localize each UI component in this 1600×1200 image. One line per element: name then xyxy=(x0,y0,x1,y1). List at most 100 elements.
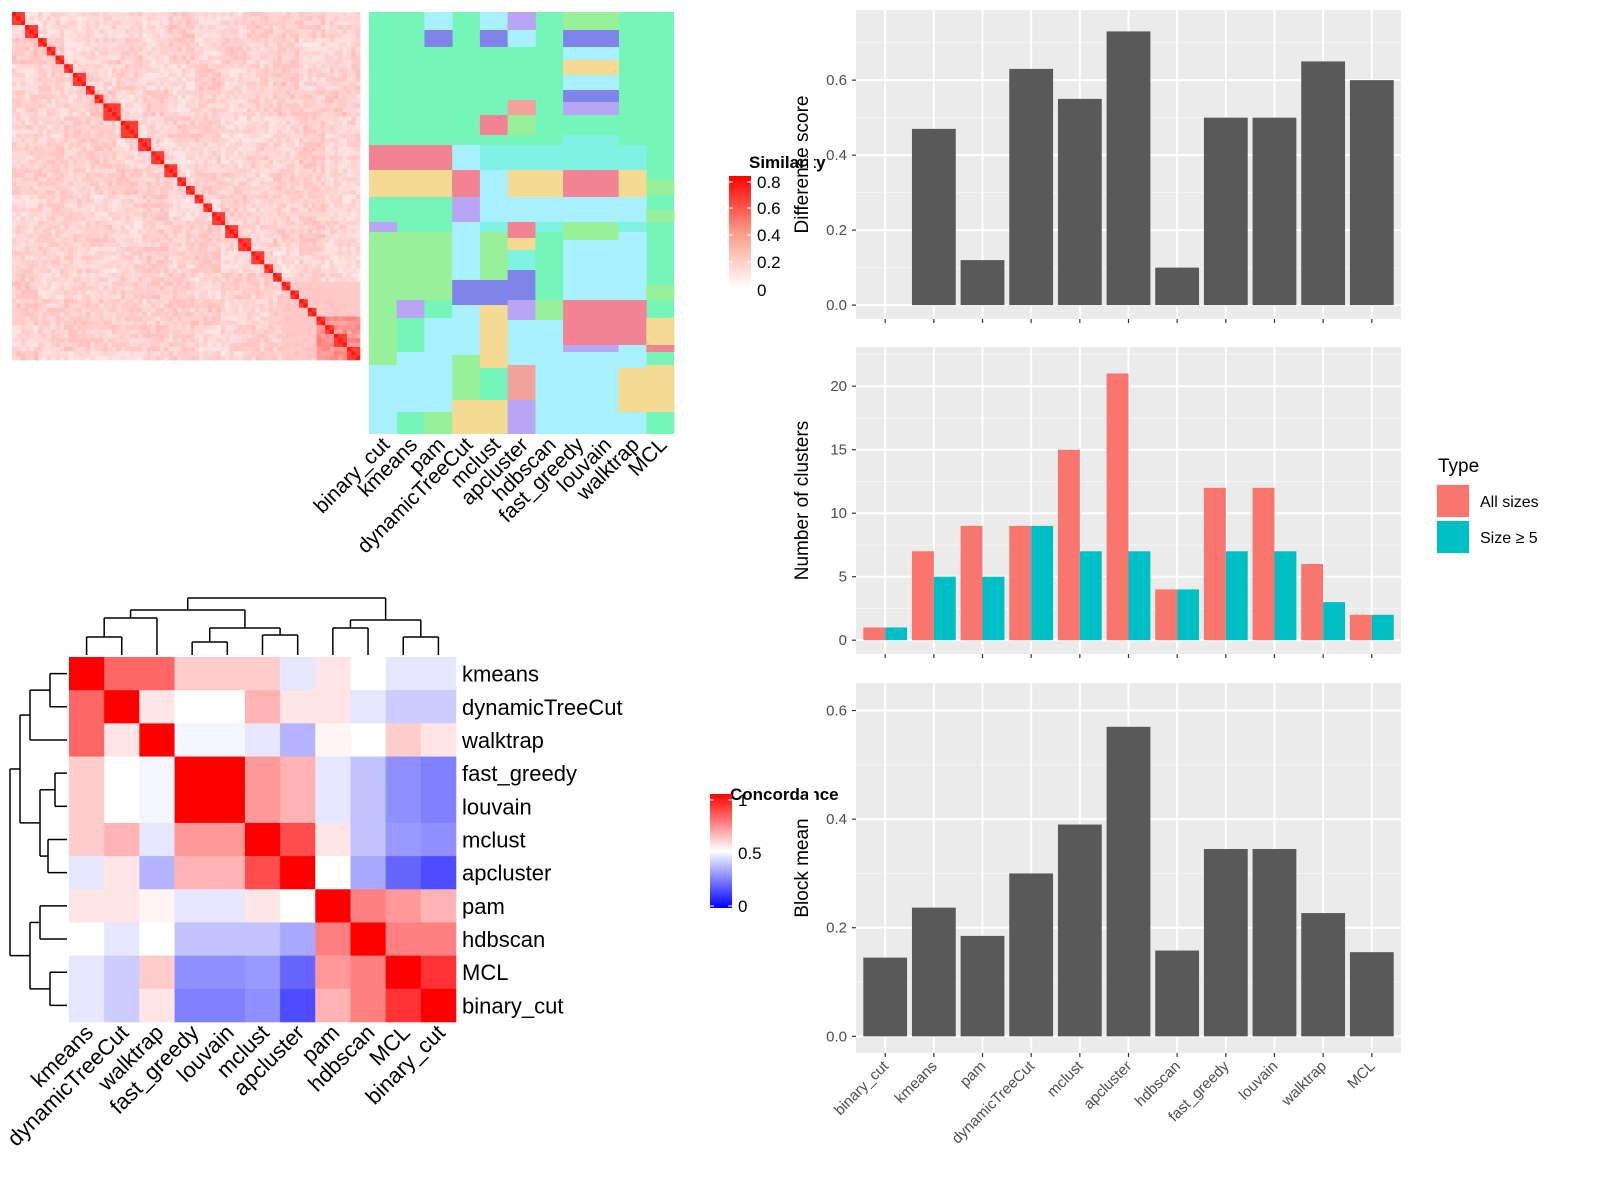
similarity-cell xyxy=(355,77,361,82)
similarity-cell xyxy=(312,194,317,200)
similarity-cell xyxy=(12,225,17,230)
similarity-cell xyxy=(164,103,169,108)
similarity-cell xyxy=(103,99,108,104)
similarity-cell xyxy=(320,186,326,191)
similarity-cell xyxy=(233,90,239,95)
similarity-cell xyxy=(299,68,304,74)
similarity-cell xyxy=(155,159,161,165)
similarity-cell xyxy=(212,55,217,61)
similarity-cell xyxy=(190,51,195,56)
similarity-cell xyxy=(103,159,108,165)
similarity-cell xyxy=(29,255,35,261)
similarity-cell xyxy=(216,107,222,113)
similarity-cell xyxy=(325,251,330,256)
similarity-cell xyxy=(51,194,56,200)
similarity-cell xyxy=(320,146,326,152)
similarity-cell xyxy=(268,199,274,204)
similarity-cell xyxy=(333,233,339,239)
similarity-cell xyxy=(159,259,165,265)
similarity-cell xyxy=(107,125,113,130)
similarity-cell xyxy=(116,142,122,148)
similarity-cell xyxy=(146,151,152,156)
similarity-cell xyxy=(320,246,326,252)
similarity-cell xyxy=(303,68,309,74)
similarity-cell xyxy=(303,72,309,78)
similarity-cell xyxy=(246,151,252,156)
similarity-cell xyxy=(233,77,239,82)
similarity-cell xyxy=(290,220,296,226)
similarity-cell xyxy=(155,177,161,182)
similarity-cell xyxy=(168,212,174,217)
similarity-cell xyxy=(38,94,43,100)
similarity-cell xyxy=(64,246,69,252)
similarity-cell xyxy=(151,42,156,48)
similarity-cell xyxy=(85,251,91,256)
similarity-cell xyxy=(186,129,191,135)
similarity-cell xyxy=(312,151,317,156)
similarity-cell xyxy=(112,281,117,287)
similarity-cell xyxy=(64,190,69,195)
similarity-cell xyxy=(12,203,17,209)
similarity-cell xyxy=(155,68,161,74)
similarity-cell xyxy=(307,90,313,95)
similarity-cell xyxy=(177,116,182,122)
similarity-cell xyxy=(338,55,343,61)
similarity-cell xyxy=(12,125,17,130)
similarity-cell xyxy=(146,207,152,213)
similarity-cell xyxy=(238,107,243,113)
similarity-cell xyxy=(16,46,21,52)
similarity-cell xyxy=(255,246,261,252)
similarity-cell xyxy=(77,220,82,226)
similarity-cell xyxy=(81,172,87,178)
similarity-cell xyxy=(325,77,330,82)
similarity-cell xyxy=(155,142,161,148)
similarity-cell xyxy=(338,220,343,226)
similarity-cell xyxy=(238,164,243,169)
similarity-cell xyxy=(64,155,69,161)
similarity-cell xyxy=(55,251,61,256)
similarity-cell xyxy=(207,155,213,161)
similarity-cell xyxy=(129,255,135,261)
similarity-cell xyxy=(190,268,195,274)
similarity-cell xyxy=(225,38,230,43)
similarity-cell xyxy=(286,164,291,169)
similarity-cell xyxy=(146,107,152,113)
similarity-cell xyxy=(316,233,322,239)
similarity-cell xyxy=(303,20,309,26)
similarity-cell xyxy=(186,229,191,235)
similarity-cell xyxy=(259,129,265,135)
similarity-cell xyxy=(207,68,213,74)
similarity-cell xyxy=(90,99,95,104)
similarity-cell xyxy=(107,46,113,52)
similarity-cell xyxy=(72,251,78,256)
similarity-cell xyxy=(133,55,139,61)
similarity-cell xyxy=(81,59,87,65)
similarity-cell xyxy=(199,194,204,200)
similarity-cell xyxy=(42,172,48,178)
similarity-cell xyxy=(320,216,326,222)
similarity-cell xyxy=(220,273,226,278)
similarity-cell xyxy=(255,181,261,187)
similarity-cell xyxy=(186,264,191,269)
similarity-cell xyxy=(68,251,74,256)
similarity-cell xyxy=(133,151,139,156)
similarity-cell xyxy=(333,46,339,52)
similarity-cell xyxy=(138,164,143,169)
similarity-cell xyxy=(225,220,230,226)
similarity-cell xyxy=(203,225,209,230)
similarity-cell xyxy=(85,181,91,187)
similarity-cell xyxy=(190,116,195,122)
similarity-cell xyxy=(29,238,35,243)
similarity-cell xyxy=(355,112,361,117)
similarity-cell xyxy=(190,129,195,135)
similarity-cell xyxy=(68,120,74,126)
similarity-cell xyxy=(281,268,287,274)
similarity-cell xyxy=(255,107,261,113)
similarity-cell xyxy=(320,220,326,226)
similarity-cell xyxy=(142,20,148,26)
similarity-cell xyxy=(168,107,174,113)
similarity-cell xyxy=(286,112,291,117)
similarity-cell xyxy=(77,59,82,65)
similarity-cell xyxy=(120,212,126,217)
similarity-cell xyxy=(172,229,178,235)
